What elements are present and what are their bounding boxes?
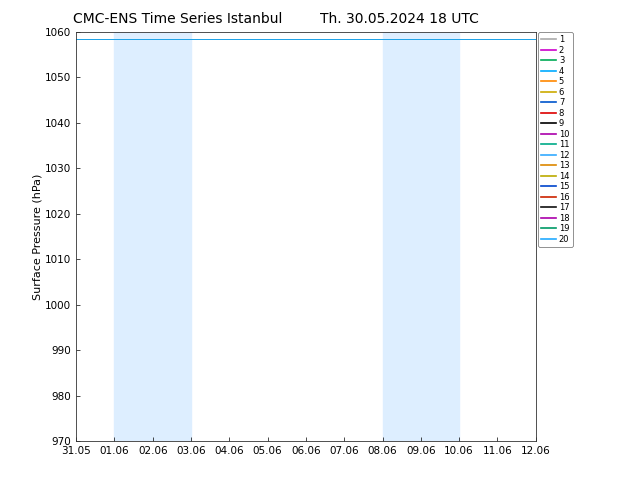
Bar xyxy=(114,32,191,441)
Text: Th. 30.05.2024 18 UTC: Th. 30.05.2024 18 UTC xyxy=(320,12,479,26)
Y-axis label: Surface Pressure (hPa): Surface Pressure (hPa) xyxy=(32,173,42,299)
Text: CMC-ENS Time Series Istanbul: CMC-ENS Time Series Istanbul xyxy=(73,12,282,26)
Bar xyxy=(382,32,459,441)
Legend: 1, 2, 3, 4, 5, 6, 7, 8, 9, 10, 11, 12, 13, 14, 15, 16, 17, 18, 19, 20: 1, 2, 3, 4, 5, 6, 7, 8, 9, 10, 11, 12, 1… xyxy=(538,32,573,247)
